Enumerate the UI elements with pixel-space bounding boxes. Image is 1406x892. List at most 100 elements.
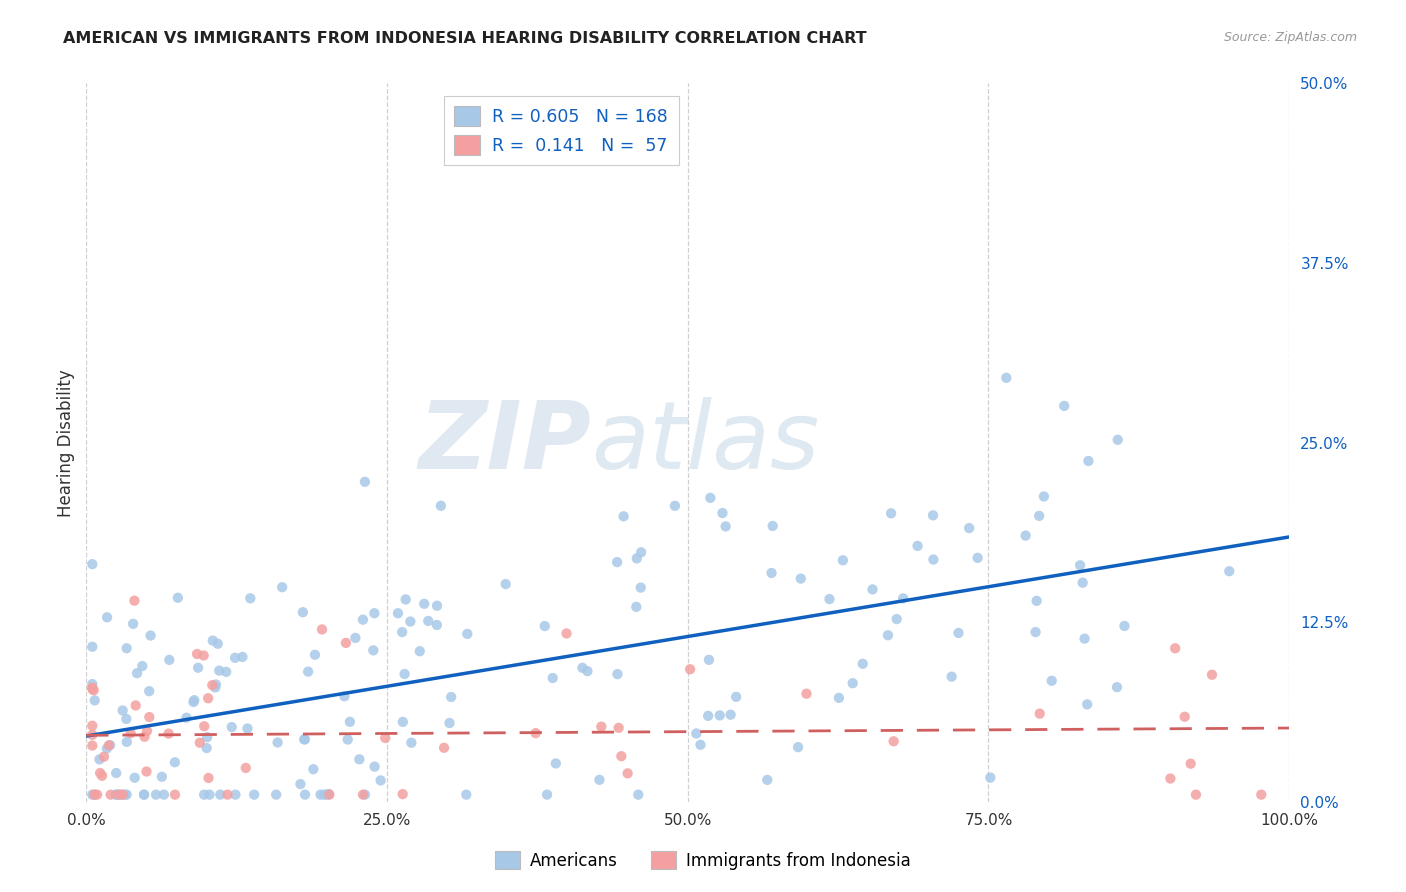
Point <box>399 615 422 629</box>
Point <box>297 665 319 679</box>
Point <box>125 666 148 681</box>
Point <box>536 788 558 802</box>
Point <box>363 606 385 620</box>
Point <box>82 640 104 654</box>
Point <box>198 788 221 802</box>
Point <box>97 738 120 752</box>
Point <box>1105 680 1128 694</box>
Point <box>82 728 104 742</box>
Point <box>111 788 134 802</box>
Point <box>979 771 1001 785</box>
Point <box>124 593 146 607</box>
Point <box>426 618 449 632</box>
Point <box>136 723 159 738</box>
Point <box>418 614 440 628</box>
Point <box>626 599 648 614</box>
Point <box>841 676 863 690</box>
Point <box>311 623 333 637</box>
Point <box>111 703 134 717</box>
Point <box>1025 625 1047 640</box>
Point <box>787 740 810 755</box>
Point <box>96 610 118 624</box>
Point <box>224 650 246 665</box>
Point <box>294 732 316 747</box>
Point <box>877 628 900 642</box>
Point <box>236 722 259 736</box>
Point <box>626 551 648 566</box>
Point <box>1159 772 1181 786</box>
Point <box>352 788 374 802</box>
Point <box>1071 575 1094 590</box>
Point <box>697 653 720 667</box>
Point <box>588 772 610 787</box>
Point <box>709 708 731 723</box>
Point <box>150 770 173 784</box>
Point <box>163 756 186 770</box>
Point <box>105 788 128 802</box>
Point <box>616 766 638 780</box>
Point <box>495 577 517 591</box>
Point <box>264 788 287 802</box>
Point <box>302 762 325 776</box>
Point <box>630 545 652 559</box>
Point <box>205 677 228 691</box>
Point <box>725 690 748 704</box>
Point <box>318 788 340 802</box>
Point <box>571 661 593 675</box>
Point <box>201 633 224 648</box>
Point <box>948 626 970 640</box>
Point <box>907 539 929 553</box>
Point <box>86 788 108 802</box>
Point <box>100 788 122 802</box>
Point <box>995 371 1018 385</box>
Point <box>153 788 176 802</box>
Text: atlas: atlas <box>592 397 820 488</box>
Point <box>208 664 231 678</box>
Point <box>699 491 721 505</box>
Point <box>309 788 332 802</box>
Point <box>1040 673 1063 688</box>
Point <box>852 657 875 671</box>
Point <box>1014 528 1036 542</box>
Point <box>761 566 783 580</box>
Point <box>1218 564 1240 578</box>
Point <box>391 625 413 640</box>
Point <box>697 709 720 723</box>
Point <box>89 752 111 766</box>
Point <box>201 678 224 692</box>
Point <box>1025 594 1047 608</box>
Point <box>183 693 205 707</box>
Point <box>138 710 160 724</box>
Point <box>243 788 266 802</box>
Point <box>831 553 853 567</box>
Point <box>193 648 215 663</box>
Point <box>828 690 851 705</box>
Point <box>922 508 945 523</box>
Point <box>108 788 131 802</box>
Point <box>883 734 905 748</box>
Point <box>82 788 104 802</box>
Point <box>193 788 215 802</box>
Point <box>115 735 138 749</box>
Point <box>135 764 157 779</box>
Point <box>157 653 180 667</box>
Point <box>83 683 105 698</box>
Point <box>796 687 818 701</box>
Point <box>82 677 104 691</box>
Point <box>217 788 239 802</box>
Point <box>134 730 156 744</box>
Point <box>627 788 650 802</box>
Legend: Americans, Immigrants from Indonesia: Americans, Immigrants from Indonesia <box>488 845 918 877</box>
Point <box>957 521 980 535</box>
Point <box>82 681 104 696</box>
Point <box>555 626 578 640</box>
Point <box>818 592 841 607</box>
Point <box>82 557 104 571</box>
Point <box>134 788 156 802</box>
Point <box>349 752 371 766</box>
Point <box>352 613 374 627</box>
Point <box>941 670 963 684</box>
Point <box>679 662 702 676</box>
Point <box>606 667 628 681</box>
Point <box>1076 698 1098 712</box>
